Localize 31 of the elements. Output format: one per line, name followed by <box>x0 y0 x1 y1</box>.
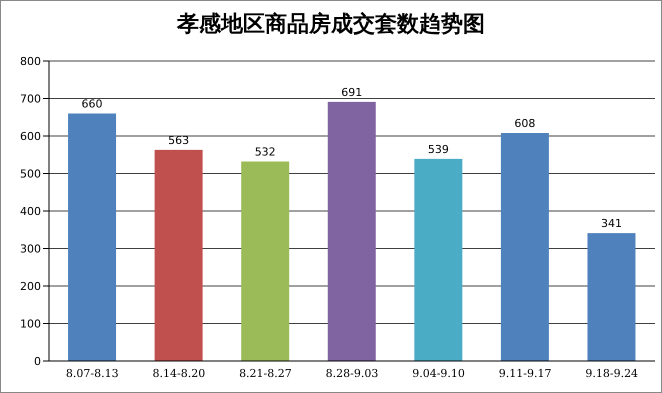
chart-title: 孝感地区商品房成交套数趋势图 <box>176 10 486 39</box>
data-label: 660 <box>82 98 103 110</box>
y-tick-label: 600 <box>20 130 41 143</box>
x-tick-label: 8.07-8.13 <box>66 366 119 380</box>
x-tick-label: 8.28-9.03 <box>326 366 378 380</box>
y-tick-label: 500 <box>20 167 41 180</box>
bar <box>500 133 549 361</box>
bar <box>154 150 203 361</box>
y-tick-label: 800 <box>20 54 41 68</box>
y-tick-label: 100 <box>20 317 41 330</box>
data-label: 341 <box>600 217 622 230</box>
bar <box>68 114 116 361</box>
data-label: 691 <box>341 86 362 99</box>
data-label: 539 <box>428 142 449 156</box>
bar <box>587 233 636 361</box>
y-tick-label: 700 <box>20 92 41 106</box>
x-tick-label: 9.11-9.17 <box>498 366 552 380</box>
y-tick-label: 300 <box>20 242 41 256</box>
bar <box>241 162 290 361</box>
data-label: 563 <box>168 134 190 147</box>
data-label: 532 <box>254 146 276 158</box>
x-tick-label: 9.18-9.24 <box>585 366 638 380</box>
y-tick-label: 400 <box>20 204 41 218</box>
x-tick-label: 9.04-9.10 <box>412 366 465 380</box>
x-tick-label: 8.21-8.27 <box>239 366 292 380</box>
y-tick-label: 200 <box>20 280 41 293</box>
data-label: 608 <box>514 117 536 130</box>
x-tick-label: 8.14-8.20 <box>152 366 206 380</box>
bar <box>328 102 376 361</box>
y-tick-label: 0 <box>34 354 41 368</box>
bar <box>414 158 462 361</box>
